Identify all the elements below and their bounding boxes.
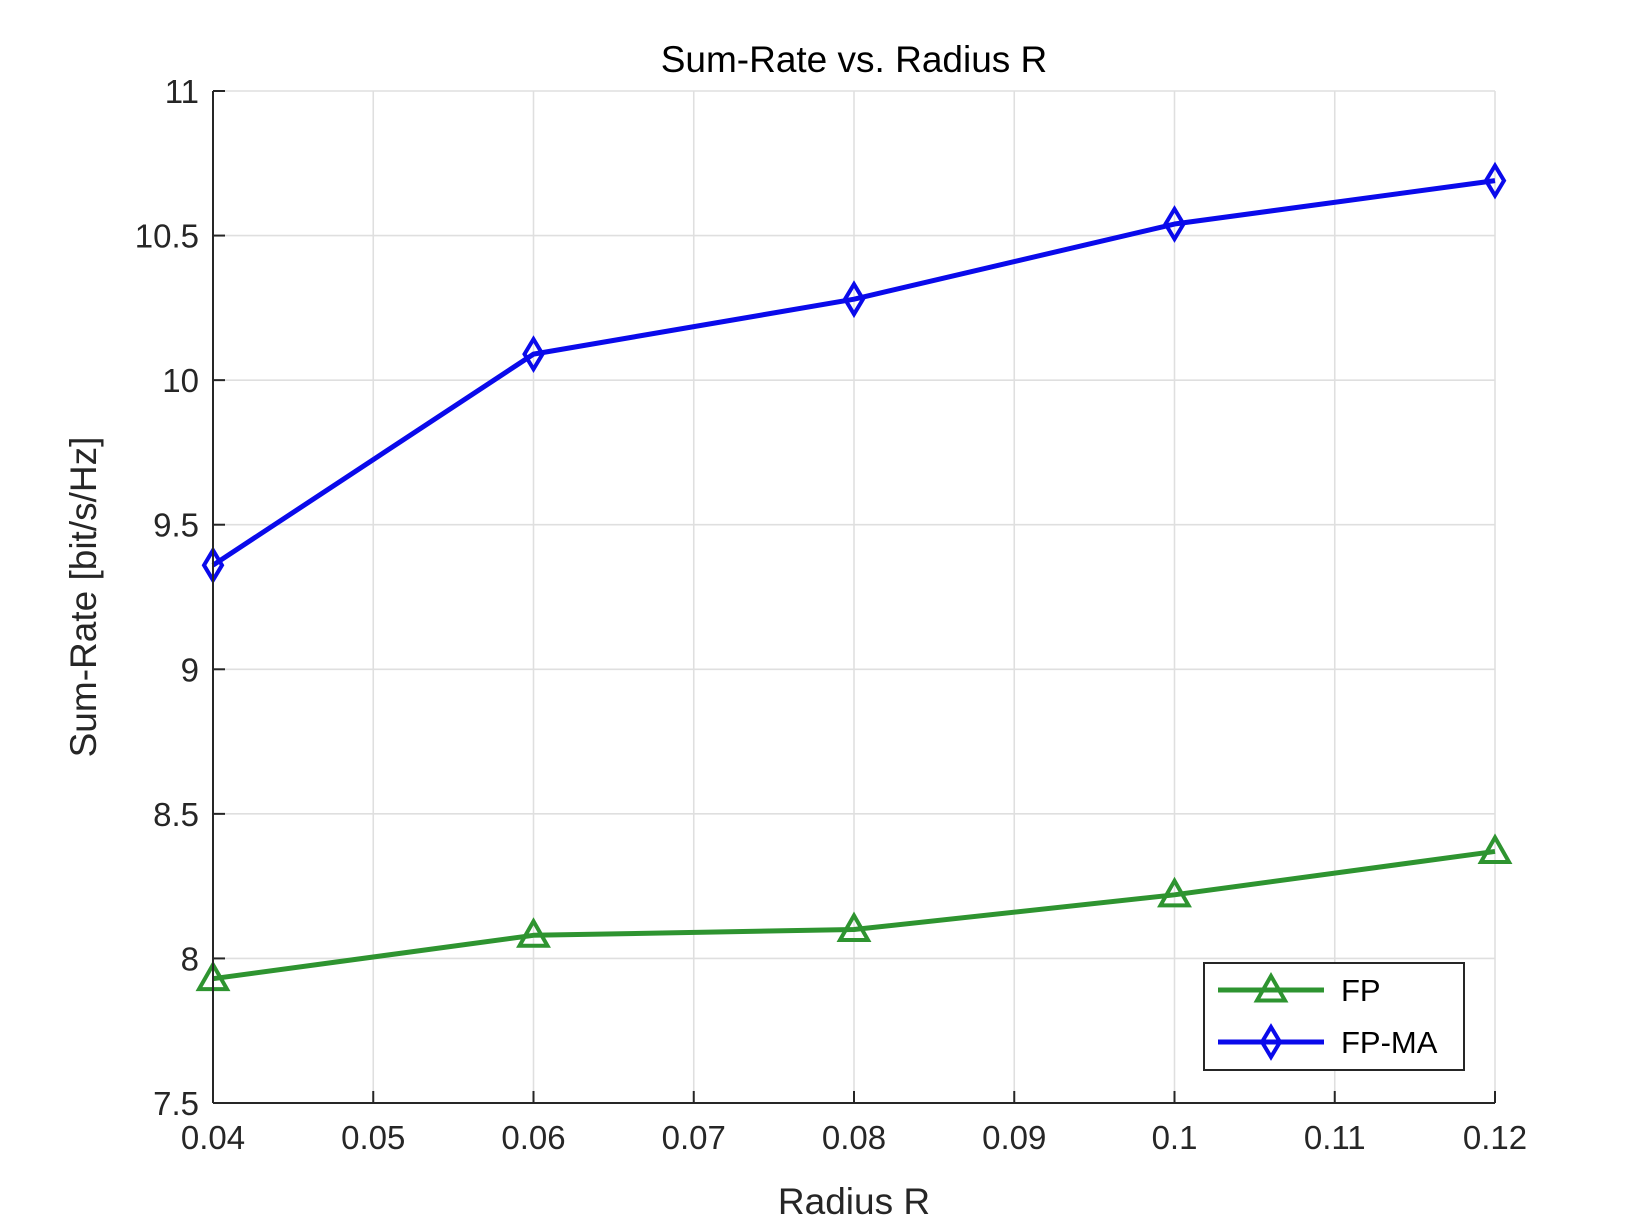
legend-box [1203,962,1465,1071]
legend-label-fp: FP [1341,973,1381,1008]
legend-label-fp-ma: FP-MA [1341,1025,1438,1060]
x-tick-label: 0.06 [501,1119,565,1156]
legend-marker-fp-ma [1259,1023,1283,1061]
legend-entry-fp-ma: FP-MA [1218,1023,1438,1061]
y-tick-label: 10 [162,362,199,399]
legend-marker-fp [1253,971,1289,1003]
y-tick-label: 8.5 [153,796,199,833]
x-tick-label: 0.04 [181,1119,245,1156]
y-tick-label: 11 [165,73,199,110]
data-point-fp-ma [842,280,866,319]
x-tick-label: 0.05 [341,1119,405,1156]
y-tick-label: 7.5 [153,1085,199,1122]
series-line-fp [212,848,1496,982]
x-tick-label: 0.08 [822,1119,886,1156]
data-point-fp [516,917,551,948]
x-tick-label: 0.12 [1463,1119,1527,1156]
data-point-fp-ma [1483,161,1507,200]
x-tick-label: 0.1 [1152,1119,1198,1156]
x-tick-label: 0.07 [662,1119,726,1156]
chart-title: Sum-Rate vs. Radius R [661,39,1048,80]
y-tick-label: 8 [181,940,199,977]
legend-entry-fp: FP [1218,971,1381,1008]
y-tick-label: 9.5 [153,507,199,544]
y-axis-title: Sum-Rate [bit/s/Hz] [63,437,104,758]
legend: FP FP-MA [1203,962,1465,1071]
data-point-fp-ma [522,335,545,374]
data-point-fp [1157,876,1192,908]
x-tick-label: 0.11 [1304,1119,1366,1156]
series-line-fp-ma [211,178,1496,568]
x-tick-label: 0.09 [982,1119,1046,1156]
x-axis-title: Radius R [778,1181,930,1221]
tick-layer: 0.04 0.05 0.06 0.07 0.08 0.09 0.1 0.11 0.12 7.5 8 8… [135,73,1527,1156]
y-tick-label: 10.5 [135,218,199,255]
data-point-fp-ma [1163,205,1186,243]
data-point-fp [1477,833,1513,864]
data-point-fp [836,911,872,943]
y-tick-label: 9 [181,651,199,688]
